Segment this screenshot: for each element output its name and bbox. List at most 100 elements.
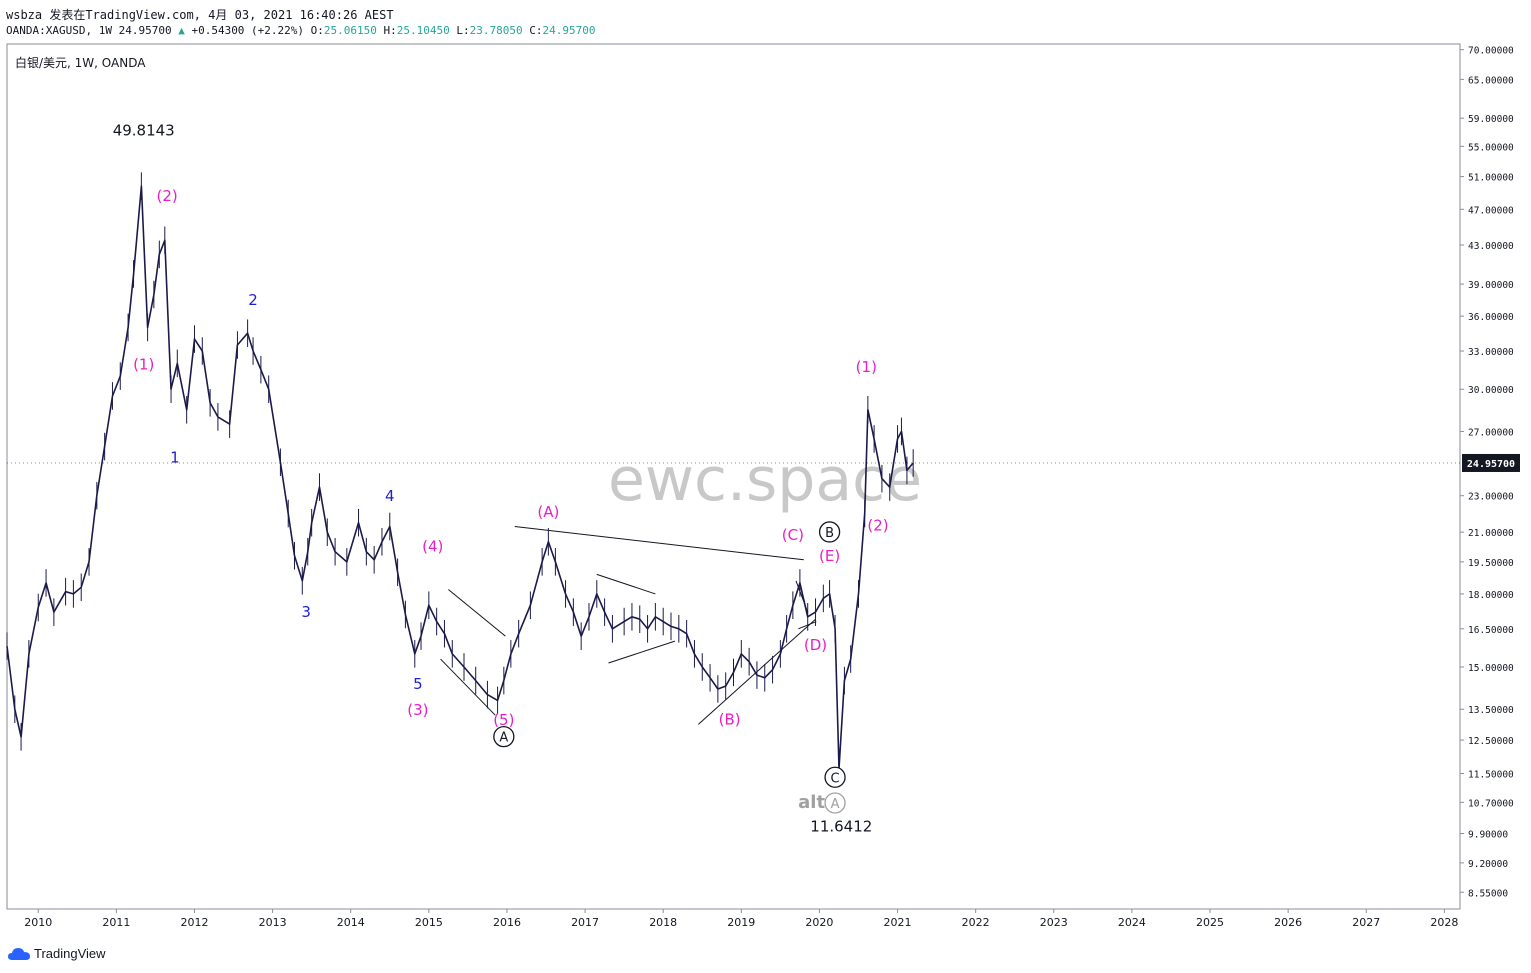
y-tick-label: 33.00000 <box>1468 347 1514 358</box>
wave-label: 49.8143 <box>113 122 175 140</box>
close-label: C: <box>529 24 543 37</box>
cloud-icon <box>8 947 30 960</box>
trendline-5 <box>608 640 676 664</box>
wave-label: (4) <box>422 538 443 556</box>
trendlines <box>440 525 817 725</box>
last-price-tag <box>1462 453 1520 472</box>
price-line <box>6 185 914 770</box>
wave-label: (C) <box>782 526 804 544</box>
y-tick-label: 59.00000 <box>1468 114 1514 125</box>
x-tick-label: 2019 <box>727 916 755 929</box>
y-tick-label: 9.20000 <box>1468 859 1508 870</box>
x-tick-label: 2022 <box>962 916 990 929</box>
wave-label: 1 <box>170 448 180 466</box>
wave-label: (2) <box>157 187 178 205</box>
close-value: 24.95700 <box>542 24 596 37</box>
x-tick-label: 2013 <box>259 916 287 929</box>
wave-annotations: 49.8143 (2) (1) 1 2 3 4 (4) 5 (3) (5) A (A) (C) B (E) (D… <box>113 122 889 836</box>
y-tick-label: 43.00000 <box>1468 241 1514 252</box>
wave-label: alt <box>798 792 825 813</box>
high-value: 25.10450 <box>396 24 450 37</box>
wave-label: (D) <box>804 636 827 654</box>
x-tick-label: 2020 <box>805 916 833 929</box>
last-price-label: 24.95700 <box>1467 459 1515 470</box>
x-tick-label: 2014 <box>337 916 365 929</box>
price-axis[interactable]: 70.00000 65.00000 59.00000 55.00000 51.00000… <box>7 46 1520 900</box>
symbol-price: OANDA:XAGUSD, 1W 24.95700 <box>6 24 172 37</box>
y-tick-label: 13.50000 <box>1468 705 1514 716</box>
chart-title: 白银/美元, 1W, OANDA <box>15 55 146 70</box>
wave-label-circled: A <box>499 731 508 746</box>
y-tick-label: 12.50000 <box>1468 736 1514 747</box>
y-tick-label: 47.00000 <box>1468 205 1514 216</box>
wave-label: 11.6412 <box>810 817 872 835</box>
up-arrow-icon: ▲ <box>178 24 185 37</box>
x-tick-label: 2026 <box>1274 916 1302 929</box>
y-tick-label: 8.55000 <box>1468 888 1508 899</box>
y-tick-label: 9.90000 <box>1468 830 1508 841</box>
y-tick-label: 70.00000 <box>1468 46 1514 57</box>
low-value: 23.78050 <box>469 24 523 37</box>
high-label: H: <box>383 24 397 37</box>
x-tick-label: 2023 <box>1040 916 1068 929</box>
x-tick-label: 2018 <box>649 916 677 929</box>
publish-info: wsbza 发表在TradingView.com, 4月 03, 2021 16… <box>6 8 394 22</box>
y-tick-label: 10.70000 <box>1468 798 1514 809</box>
x-tick-label: 2010 <box>24 916 52 929</box>
wave-label: (1) <box>856 358 877 376</box>
low-label: L: <box>456 24 470 37</box>
symbol-ohlc-line: OANDA:XAGUSD, 1W 24.95700 ▲ +0.54300 (+2… <box>6 24 595 37</box>
y-tick-label: 30.00000 <box>1468 385 1514 396</box>
x-tick-label: 2017 <box>571 916 599 929</box>
wave-label: (2) <box>867 516 888 534</box>
wave-label: 5 <box>413 675 423 693</box>
wave-label-circled: B <box>825 526 834 541</box>
tradingview-brand: TradingView <box>34 946 106 961</box>
wave-label: (5) <box>493 711 514 729</box>
x-tick-label: 2011 <box>102 916 130 929</box>
wave-label: 3 <box>301 603 311 621</box>
open-label: O: <box>310 24 324 37</box>
y-tick-label: 16.50000 <box>1468 625 1514 636</box>
watermark: ewc.space <box>608 445 922 515</box>
wave-label: (A) <box>537 503 559 521</box>
wave-label-circled: A <box>831 797 840 812</box>
trendline-0 <box>514 525 804 561</box>
y-tick-label: 15.00000 <box>1468 663 1514 674</box>
y-tick-label: 39.00000 <box>1468 280 1514 291</box>
wave-label: (B) <box>719 710 741 728</box>
y-tick-label: 55.00000 <box>1468 142 1514 153</box>
wave-circle <box>824 792 846 814</box>
y-tick-label: 19.50000 <box>1468 558 1514 569</box>
x-tick-label: 2028 <box>1430 916 1458 929</box>
time-axis[interactable]: 2010 2011 2012 2013 2014 2015 2016 2017 2018 2019… <box>24 909 1458 929</box>
y-tick-label: 18.00000 <box>1468 590 1514 601</box>
wave-label: 2 <box>248 291 258 309</box>
y-tick-label: 27.00000 <box>1468 427 1514 438</box>
wave-label: (E) <box>819 547 840 565</box>
x-tick-label: 2021 <box>884 916 912 929</box>
y-tick-label: 65.00000 <box>1468 75 1514 86</box>
wave-label-circled: C <box>831 771 840 786</box>
wave-label: 4 <box>385 487 395 505</box>
open-value: 25.06150 <box>323 24 377 37</box>
y-tick-label: 11.50000 <box>1468 769 1514 780</box>
wave-circle <box>818 521 841 543</box>
x-tick-label: 2015 <box>415 916 443 929</box>
trendline-2 <box>448 589 506 637</box>
trendline-3 <box>440 658 496 716</box>
y-tick-label: 51.00000 <box>1468 173 1514 184</box>
x-tick-label: 2027 <box>1352 916 1380 929</box>
wave-circle <box>824 766 846 788</box>
x-tick-label: 2024 <box>1118 916 1146 929</box>
x-tick-label: 2016 <box>493 916 521 929</box>
wave-label: (1) <box>133 356 154 374</box>
x-tick-label: 2025 <box>1196 916 1224 929</box>
y-tick-label: 21.00000 <box>1468 528 1514 539</box>
y-tick-label: 23.00000 <box>1468 492 1514 503</box>
y-tick-label: 36.00000 <box>1468 312 1514 323</box>
tradingview-logo[interactable]: TradingView <box>8 946 106 961</box>
wave-circle <box>493 726 515 748</box>
wave-label: (3) <box>407 701 428 719</box>
price-chart[interactable]: 白银/美元, 1W, OANDA ewc.space 49.8143 (2) (1)… <box>0 0 1531 940</box>
